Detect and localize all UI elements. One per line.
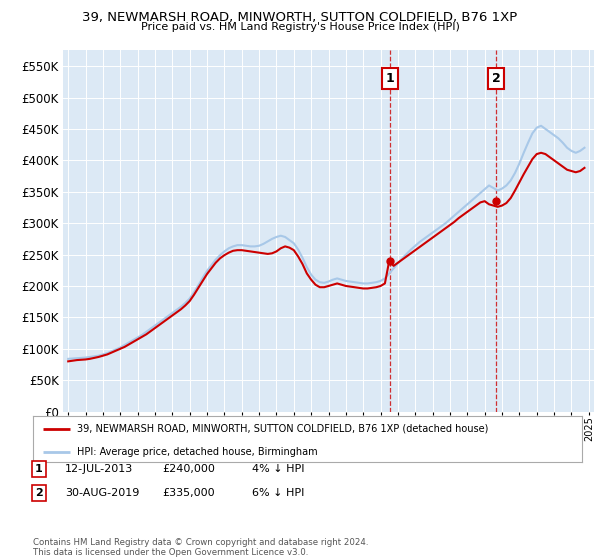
Text: 6% ↓ HPI: 6% ↓ HPI (252, 488, 304, 498)
Text: HPI: Average price, detached house, Birmingham: HPI: Average price, detached house, Birm… (77, 447, 317, 457)
Text: £240,000: £240,000 (162, 464, 215, 474)
Text: 1: 1 (385, 72, 394, 85)
Text: 4% ↓ HPI: 4% ↓ HPI (252, 464, 305, 474)
Text: 12-JUL-2013: 12-JUL-2013 (65, 464, 133, 474)
Text: 2: 2 (492, 72, 500, 85)
Text: 39, NEWMARSH ROAD, MINWORTH, SUTTON COLDFIELD, B76 1XP: 39, NEWMARSH ROAD, MINWORTH, SUTTON COLD… (82, 11, 518, 24)
Text: 1: 1 (35, 464, 43, 474)
Text: £335,000: £335,000 (162, 488, 215, 498)
Text: 39, NEWMARSH ROAD, MINWORTH, SUTTON COLDFIELD, B76 1XP (detached house): 39, NEWMARSH ROAD, MINWORTH, SUTTON COLD… (77, 424, 488, 434)
Text: 30-AUG-2019: 30-AUG-2019 (65, 488, 139, 498)
Text: Price paid vs. HM Land Registry's House Price Index (HPI): Price paid vs. HM Land Registry's House … (140, 22, 460, 32)
Text: 2: 2 (35, 488, 43, 498)
Text: Contains HM Land Registry data © Crown copyright and database right 2024.
This d: Contains HM Land Registry data © Crown c… (33, 538, 368, 557)
